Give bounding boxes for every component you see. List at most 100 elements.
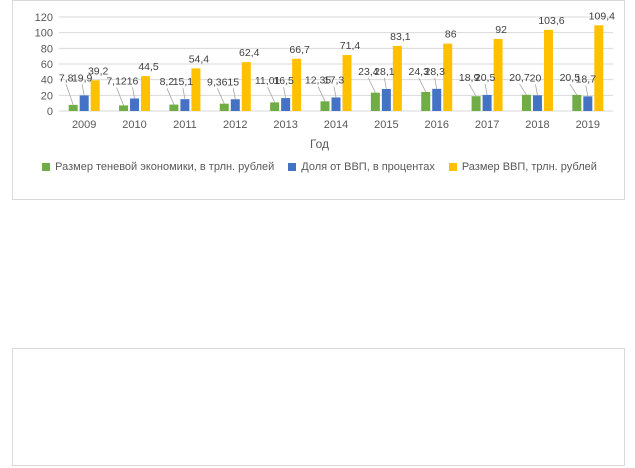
bar: [421, 91, 431, 111]
y-tick-label: 60: [41, 59, 53, 71]
data-label: 20,5: [560, 72, 581, 84]
leader-line: [317, 86, 326, 102]
x-tick-label: 2011: [173, 119, 197, 131]
bar: [493, 38, 503, 111]
leader-line: [585, 85, 589, 97]
data-label: 9,36: [207, 76, 228, 88]
x-tick-label: 2015: [374, 119, 398, 131]
data-label: 7,8: [59, 72, 74, 84]
bar: [594, 25, 604, 112]
data-label: 109,4: [589, 10, 615, 22]
data-label: 18,7: [576, 73, 597, 85]
data-label: 18,9: [459, 72, 480, 84]
leader-line: [468, 83, 477, 97]
bar: [79, 95, 89, 111]
data-label: 20,5: [475, 72, 496, 84]
y-tick-label: 80: [41, 43, 53, 55]
empty-text-frame: [12, 348, 625, 466]
leader-line: [283, 87, 287, 99]
legend-item-gdp-share: Доля от ВВП, в процентах: [288, 161, 435, 173]
data-label: 11,01: [255, 75, 281, 87]
bar: [90, 80, 100, 111]
data-label: 12,35: [305, 74, 331, 86]
y-tick-label: 40: [41, 75, 53, 87]
x-tick-label: 2017: [475, 119, 499, 131]
leader-line: [484, 83, 488, 96]
data-label: 20,7: [509, 72, 530, 84]
bar: [331, 97, 341, 111]
chart-frame: 0 20 40 60 80 100 120 2009 7,8 19,9 39,2 2010 7,12 16…: [12, 0, 625, 200]
data-label: 103,6: [538, 15, 564, 27]
bar: [482, 94, 492, 111]
bar: [130, 98, 140, 111]
x-tick-label: 2018: [525, 119, 549, 131]
bar: [521, 94, 531, 111]
bar: [583, 96, 593, 111]
bar: [320, 101, 330, 111]
legend-swatch-yellow: [448, 163, 457, 171]
y-tick-label: 0: [47, 106, 53, 118]
leader-line: [116, 87, 124, 106]
data-label: 8,2: [160, 76, 175, 88]
data-label: 39,2: [88, 65, 109, 77]
legend-label: Доля от ВВП, в процентах: [301, 161, 435, 173]
bar: [219, 103, 229, 111]
y-tick-label: 20: [41, 90, 53, 102]
bar: [342, 55, 352, 111]
x-axis-title: Год: [309, 137, 330, 151]
data-label: 16,5: [273, 75, 294, 87]
data-label: 44,5: [138, 61, 159, 73]
leader-line: [368, 77, 376, 93]
bar: [270, 102, 280, 111]
x-tick-label: 2014: [324, 119, 348, 131]
data-label: 86: [445, 29, 457, 41]
data-label: 83,1: [390, 31, 411, 43]
leader-line: [182, 88, 186, 100]
data-label: 28,3: [425, 66, 446, 78]
data-label: 54,4: [189, 53, 210, 65]
leader-line: [81, 84, 85, 96]
bar: [180, 99, 190, 111]
legend-label: Размер теневой экономики, в трлн. рублей: [55, 161, 275, 173]
data-label: 19,9: [72, 72, 93, 84]
leader-line: [418, 77, 427, 93]
data-label: 28,1: [374, 66, 395, 78]
leader-line: [434, 77, 438, 89]
leader-line: [132, 87, 135, 99]
bar: [432, 88, 442, 111]
data-label: 71,4: [340, 40, 361, 52]
x-tick-label: 2016: [424, 119, 448, 131]
x-tick-label: 2009: [72, 119, 96, 131]
bar: [281, 98, 291, 111]
legend-label: Размер ВВП, трлн. рублей: [461, 161, 597, 173]
data-label: 15,1: [173, 76, 194, 88]
bar: [68, 104, 78, 111]
data-label: 62,4: [239, 47, 260, 59]
y-tick-label: 100: [35, 28, 53, 40]
legend-item-shadow-economy: Размер теневой экономики, в трлн. рублей: [42, 161, 274, 173]
x-tick-label: 2013: [273, 119, 297, 131]
leader-line: [519, 83, 527, 95]
data-label: 7,12: [106, 75, 127, 87]
bar: [370, 92, 380, 111]
bar: [141, 76, 151, 111]
leader-line: [333, 86, 337, 98]
x-tick-label: 2012: [223, 119, 247, 131]
bar: [292, 58, 302, 111]
data-label: 92: [495, 24, 507, 36]
leader-line: [535, 84, 538, 96]
bar: [392, 45, 402, 111]
leader-line: [216, 88, 225, 104]
x-tick-label: 2019: [576, 119, 600, 131]
data-label: 23,4: [358, 66, 379, 78]
data-label: 15: [227, 76, 239, 88]
leader-line: [232, 88, 236, 100]
x-tick-label: 2010: [122, 119, 146, 131]
bar: [230, 99, 240, 111]
data-label: 20: [530, 72, 542, 84]
legend-swatch-blue: [288, 163, 297, 171]
bar: [169, 104, 179, 111]
leader-line: [383, 77, 387, 90]
bar: [119, 105, 129, 111]
